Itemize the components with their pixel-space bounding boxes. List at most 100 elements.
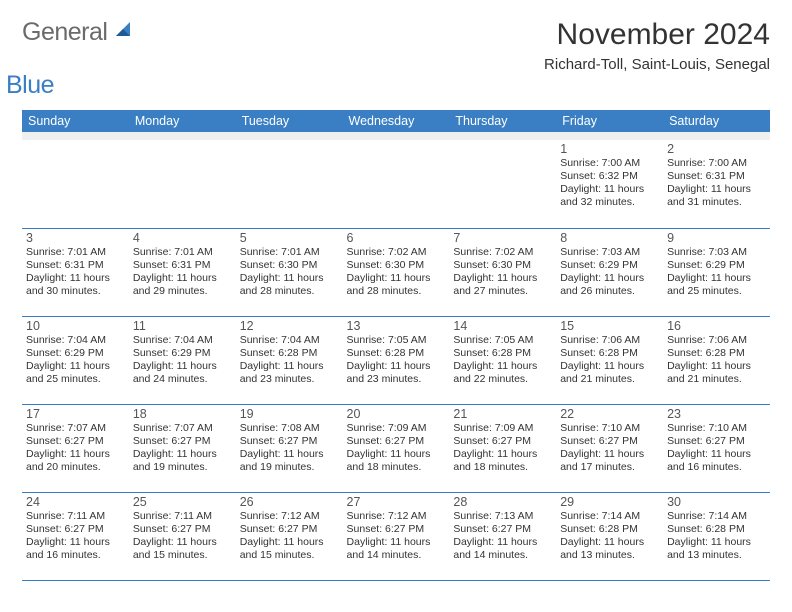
day-info: Sunrise: 7:02 AMSunset: 6:30 PMDaylight:… <box>453 246 552 299</box>
daylight-text: Daylight: 11 hours and 14 minutes. <box>347 536 446 562</box>
daylight-text: Daylight: 11 hours and 13 minutes. <box>667 536 766 562</box>
day-cell: 1Sunrise: 7:00 AMSunset: 6:32 PMDaylight… <box>556 140 663 228</box>
sunset-text: Sunset: 6:27 PM <box>667 435 766 448</box>
sunrise-text: Sunrise: 7:13 AM <box>453 510 552 523</box>
sunrise-text: Sunrise: 7:06 AM <box>667 334 766 347</box>
sunset-text: Sunset: 6:32 PM <box>560 170 659 183</box>
sunrise-text: Sunrise: 7:04 AM <box>26 334 125 347</box>
logo-text-blue: Blue <box>6 71 134 100</box>
day-cell: 2Sunrise: 7:00 AMSunset: 6:31 PMDaylight… <box>663 140 770 228</box>
day-info: Sunrise: 7:05 AMSunset: 6:28 PMDaylight:… <box>347 334 446 387</box>
day-cell: 25Sunrise: 7:11 AMSunset: 6:27 PMDayligh… <box>129 492 236 580</box>
sunrise-text: Sunrise: 7:09 AM <box>453 422 552 435</box>
day-info: Sunrise: 7:10 AMSunset: 6:27 PMDaylight:… <box>667 422 766 475</box>
day-number: 17 <box>26 407 125 421</box>
sunrise-text: Sunrise: 7:01 AM <box>26 246 125 259</box>
col-monday: Monday <box>129 110 236 132</box>
day-number: 30 <box>667 495 766 509</box>
sunset-text: Sunset: 6:27 PM <box>133 523 232 536</box>
day-cell: 10Sunrise: 7:04 AMSunset: 6:29 PMDayligh… <box>22 316 129 404</box>
day-cell: 8Sunrise: 7:03 AMSunset: 6:29 PMDaylight… <box>556 228 663 316</box>
day-number: 4 <box>133 231 232 245</box>
sail-icon <box>114 27 134 44</box>
day-cell: 27Sunrise: 7:12 AMSunset: 6:27 PMDayligh… <box>343 492 450 580</box>
sunrise-text: Sunrise: 7:08 AM <box>240 422 339 435</box>
daylight-text: Daylight: 11 hours and 15 minutes. <box>133 536 232 562</box>
logo-text-general: General <box>22 18 107 46</box>
sunset-text: Sunset: 6:31 PM <box>133 259 232 272</box>
day-number: 21 <box>453 407 552 421</box>
sunrise-text: Sunrise: 7:03 AM <box>667 246 766 259</box>
day-info: Sunrise: 7:14 AMSunset: 6:28 PMDaylight:… <box>560 510 659 563</box>
sunrise-text: Sunrise: 7:02 AM <box>347 246 446 259</box>
daylight-text: Daylight: 11 hours and 21 minutes. <box>560 360 659 386</box>
day-info: Sunrise: 7:09 AMSunset: 6:27 PMDaylight:… <box>347 422 446 475</box>
day-number: 27 <box>347 495 446 509</box>
day-cell: 28Sunrise: 7:13 AMSunset: 6:27 PMDayligh… <box>449 492 556 580</box>
day-number: 26 <box>240 495 339 509</box>
daylight-text: Daylight: 11 hours and 21 minutes. <box>667 360 766 386</box>
sunset-text: Sunset: 6:28 PM <box>667 523 766 536</box>
day-info: Sunrise: 7:04 AMSunset: 6:29 PMDaylight:… <box>133 334 232 387</box>
sunrise-text: Sunrise: 7:07 AM <box>133 422 232 435</box>
sunrise-text: Sunrise: 7:14 AM <box>560 510 659 523</box>
daylight-text: Daylight: 11 hours and 14 minutes. <box>453 536 552 562</box>
day-info: Sunrise: 7:09 AMSunset: 6:27 PMDaylight:… <box>453 422 552 475</box>
day-cell: 17Sunrise: 7:07 AMSunset: 6:27 PMDayligh… <box>22 404 129 492</box>
calendar-body: 1Sunrise: 7:00 AMSunset: 6:32 PMDaylight… <box>22 140 770 580</box>
day-info: Sunrise: 7:04 AMSunset: 6:29 PMDaylight:… <box>26 334 125 387</box>
sunset-text: Sunset: 6:30 PM <box>240 259 339 272</box>
col-friday: Friday <box>556 110 663 132</box>
day-number: 5 <box>240 231 339 245</box>
sunset-text: Sunset: 6:28 PM <box>453 347 552 360</box>
day-info: Sunrise: 7:06 AMSunset: 6:28 PMDaylight:… <box>667 334 766 387</box>
sunset-text: Sunset: 6:28 PM <box>560 523 659 536</box>
day-cell: 12Sunrise: 7:04 AMSunset: 6:28 PMDayligh… <box>236 316 343 404</box>
day-cell: 19Sunrise: 7:08 AMSunset: 6:27 PMDayligh… <box>236 404 343 492</box>
day-cell: 21Sunrise: 7:09 AMSunset: 6:27 PMDayligh… <box>449 404 556 492</box>
sunrise-text: Sunrise: 7:02 AM <box>453 246 552 259</box>
day-info: Sunrise: 7:02 AMSunset: 6:30 PMDaylight:… <box>347 246 446 299</box>
day-cell: 30Sunrise: 7:14 AMSunset: 6:28 PMDayligh… <box>663 492 770 580</box>
day-number: 12 <box>240 319 339 333</box>
sunrise-text: Sunrise: 7:00 AM <box>560 157 659 170</box>
day-cell: 7Sunrise: 7:02 AMSunset: 6:30 PMDaylight… <box>449 228 556 316</box>
day-number: 8 <box>560 231 659 245</box>
daylight-text: Daylight: 11 hours and 28 minutes. <box>347 272 446 298</box>
daylight-text: Daylight: 11 hours and 17 minutes. <box>560 448 659 474</box>
daylight-text: Daylight: 11 hours and 18 minutes. <box>347 448 446 474</box>
day-cell: 3Sunrise: 7:01 AMSunset: 6:31 PMDaylight… <box>22 228 129 316</box>
blank-row <box>22 132 770 140</box>
calendar-table: Sunday Monday Tuesday Wednesday Thursday… <box>22 110 770 581</box>
day-number: 25 <box>133 495 232 509</box>
day-info: Sunrise: 7:00 AMSunset: 6:31 PMDaylight:… <box>667 157 766 210</box>
sunset-text: Sunset: 6:29 PM <box>133 347 232 360</box>
sunset-text: Sunset: 6:30 PM <box>453 259 552 272</box>
sunrise-text: Sunrise: 7:01 AM <box>240 246 339 259</box>
day-number: 16 <box>667 319 766 333</box>
day-info: Sunrise: 7:00 AMSunset: 6:32 PMDaylight:… <box>560 157 659 210</box>
day-number: 9 <box>667 231 766 245</box>
sunrise-text: Sunrise: 7:12 AM <box>240 510 339 523</box>
day-number: 19 <box>240 407 339 421</box>
header: General Blue November 2024 Richard-Toll,… <box>22 18 770 100</box>
day-number: 14 <box>453 319 552 333</box>
sunset-text: Sunset: 6:28 PM <box>240 347 339 360</box>
daylight-text: Daylight: 11 hours and 15 minutes. <box>240 536 339 562</box>
day-number: 22 <box>560 407 659 421</box>
empty-cell <box>22 140 129 228</box>
sunset-text: Sunset: 6:28 PM <box>347 347 446 360</box>
sunset-text: Sunset: 6:27 PM <box>560 435 659 448</box>
sunset-text: Sunset: 6:31 PM <box>667 170 766 183</box>
sunset-text: Sunset: 6:29 PM <box>26 347 125 360</box>
sunset-text: Sunset: 6:30 PM <box>347 259 446 272</box>
day-cell: 20Sunrise: 7:09 AMSunset: 6:27 PMDayligh… <box>343 404 450 492</box>
day-cell: 24Sunrise: 7:11 AMSunset: 6:27 PMDayligh… <box>22 492 129 580</box>
day-cell: 14Sunrise: 7:05 AMSunset: 6:28 PMDayligh… <box>449 316 556 404</box>
sunrise-text: Sunrise: 7:11 AM <box>133 510 232 523</box>
day-cell: 11Sunrise: 7:04 AMSunset: 6:29 PMDayligh… <box>129 316 236 404</box>
day-info: Sunrise: 7:12 AMSunset: 6:27 PMDaylight:… <box>347 510 446 563</box>
sunset-text: Sunset: 6:27 PM <box>347 435 446 448</box>
day-cell: 18Sunrise: 7:07 AMSunset: 6:27 PMDayligh… <box>129 404 236 492</box>
day-cell: 9Sunrise: 7:03 AMSunset: 6:29 PMDaylight… <box>663 228 770 316</box>
